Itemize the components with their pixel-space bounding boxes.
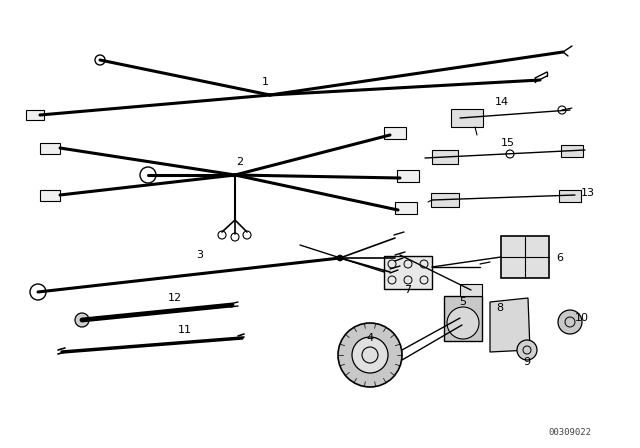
Circle shape [75, 313, 89, 327]
Circle shape [517, 340, 537, 360]
Circle shape [338, 323, 402, 387]
Bar [460, 284, 482, 296]
Bar [561, 145, 583, 157]
Text: 7: 7 [404, 285, 412, 295]
Bar [451, 109, 483, 127]
Bar [397, 170, 419, 182]
Circle shape [447, 307, 479, 339]
Text: 4: 4 [367, 333, 374, 343]
Polygon shape [490, 298, 530, 352]
Bar [431, 193, 459, 207]
Bar [26, 110, 44, 120]
Circle shape [337, 255, 343, 261]
Bar [384, 127, 406, 139]
Text: 1: 1 [262, 77, 269, 87]
Text: 12: 12 [168, 293, 182, 303]
Text: 11: 11 [178, 325, 192, 335]
Bar [444, 296, 482, 340]
Text: 5: 5 [460, 297, 467, 307]
Bar [384, 255, 432, 289]
Text: 2: 2 [236, 157, 244, 167]
Bar [559, 190, 581, 202]
Bar [501, 236, 549, 278]
Bar [40, 190, 60, 201]
Text: 8: 8 [497, 303, 504, 313]
Bar [395, 202, 417, 214]
Text: 15: 15 [501, 138, 515, 148]
Text: 14: 14 [495, 97, 509, 107]
Text: 6: 6 [557, 253, 563, 263]
Bar [40, 142, 60, 154]
Bar [432, 150, 458, 164]
Text: 9: 9 [524, 357, 531, 367]
Circle shape [558, 310, 582, 334]
Text: 00309022: 00309022 [548, 427, 591, 436]
Text: 10: 10 [575, 313, 589, 323]
Text: 3: 3 [196, 250, 204, 260]
Text: 13: 13 [581, 188, 595, 198]
Circle shape [352, 337, 388, 373]
